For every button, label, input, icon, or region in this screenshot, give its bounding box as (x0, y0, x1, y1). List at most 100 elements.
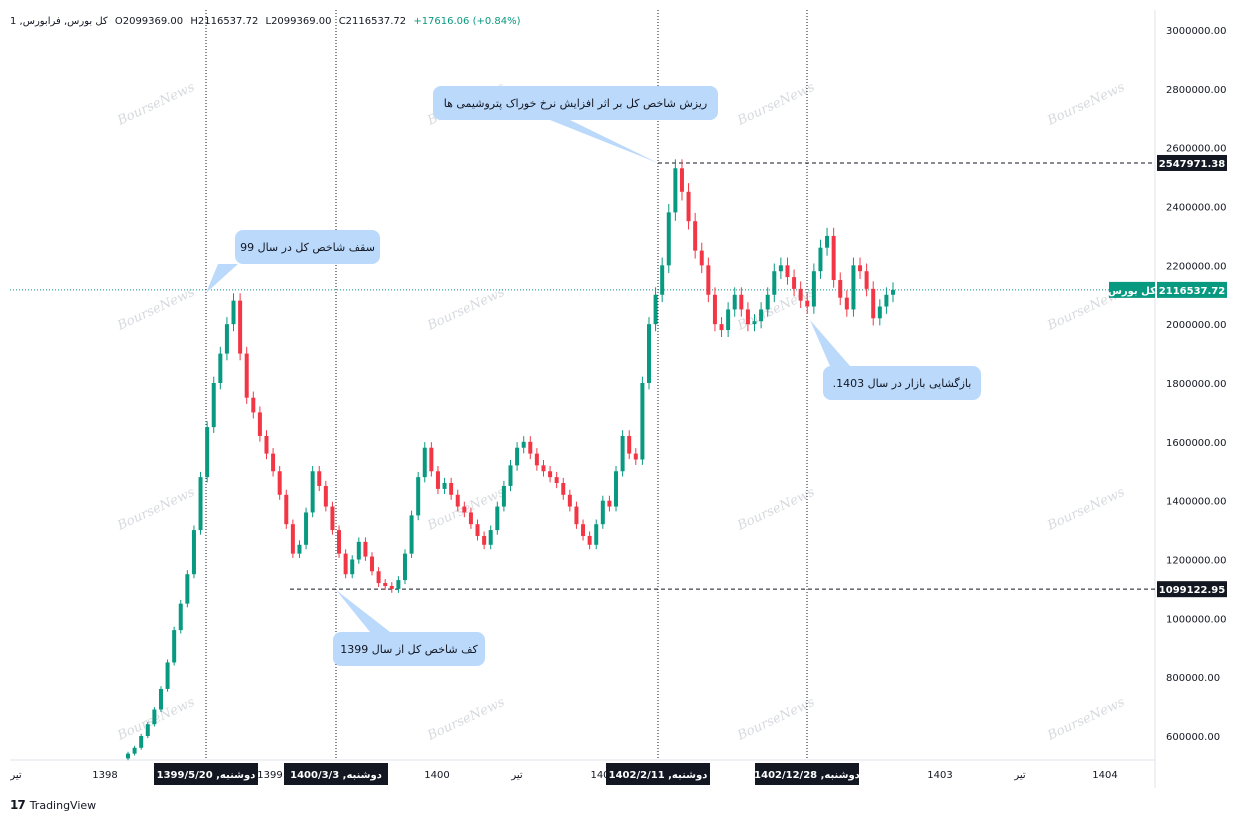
candle (772, 263, 777, 303)
candle (178, 599, 183, 634)
candle (251, 391, 256, 419)
candle (185, 570, 190, 608)
candle (798, 281, 803, 308)
price-tick-label: 600000.00 (1166, 732, 1220, 743)
svg-text:دوشنبه, 1402/12/28: دوشنبه, 1402/12/28 (754, 770, 860, 781)
high-value: H2116537.72 (190, 16, 259, 27)
candle (765, 287, 770, 317)
candle (620, 430, 625, 477)
svg-text:2547971.38: 2547971.38 (1159, 159, 1225, 170)
price-tick-label: 1400000.00 (1166, 497, 1226, 508)
candle (712, 287, 717, 332)
change-value: +17616.06 (+0.84%) (413, 16, 521, 27)
candle (871, 281, 876, 326)
candle (653, 287, 658, 332)
candle (402, 549, 407, 585)
candle (284, 489, 289, 529)
candle (244, 346, 249, 404)
svg-text:بازگشایی بازار در سال 1403.: بازگشایی بازار در سال 1403. (833, 377, 972, 390)
callout-bubble[interactable]: ریزش شاخص کل بر اثر افزایش نرخ خوراک پتر… (433, 86, 718, 163)
candle (818, 239, 823, 279)
candle (145, 721, 150, 739)
price-tick-label: 2000000.00 (1166, 320, 1226, 331)
candle (844, 290, 849, 317)
candle (561, 477, 566, 500)
time-tick-label: 1404 (1092, 770, 1117, 781)
time-tick-label: 1398 (92, 770, 117, 781)
candle (191, 525, 196, 579)
watermark-text: BourseNews (1044, 695, 1127, 744)
candle (435, 465, 440, 494)
candle (831, 227, 836, 288)
candle (389, 582, 394, 593)
candle (370, 552, 375, 576)
time-tick-label: 1403 (927, 770, 952, 781)
candle (541, 460, 546, 477)
watermarks: BourseNews BourseNews BourseNews BourseNews… (114, 80, 1127, 744)
candle (785, 257, 790, 285)
price-tick-label: 3000000.00 (1166, 26, 1226, 37)
date-crosshairs (205, 10, 808, 760)
svg-text:1099122.95: 1099122.95 (1159, 585, 1225, 596)
date-label: دوشنبه, 1399/5/20 (154, 763, 258, 785)
time-tick-label: تیر (9, 770, 22, 781)
candle (673, 159, 678, 221)
date-label: دوشنبه, 1400/3/3 (284, 763, 388, 785)
symbol-name[interactable]: 1 ,کل بورس, فرابورس (10, 16, 108, 27)
candle (231, 293, 236, 332)
candle (337, 525, 342, 558)
watermark-text: BourseNews (114, 485, 197, 534)
callout-bubble[interactable]: سقف شاخص کل در سال 99 (206, 230, 380, 293)
candle (594, 519, 599, 550)
candle (646, 317, 651, 390)
candle (574, 501, 579, 529)
candle (158, 686, 163, 712)
candle (442, 477, 447, 494)
time-ticks: تیر 1398 1399 1400 تیر 140 1403 تیر 1404 (9, 770, 1117, 781)
candle (660, 257, 665, 303)
price-tick-label: 1800000.00 (1166, 379, 1226, 390)
candle (449, 477, 454, 500)
candle (752, 314, 757, 332)
candle (805, 293, 810, 314)
open-value: O2099369.00 (114, 16, 184, 27)
candle (745, 302, 750, 332)
candle (693, 212, 698, 259)
candle (297, 540, 302, 558)
candle (495, 501, 500, 535)
callout-bubble[interactable]: کف شاخص کل از سال 1399 (333, 590, 485, 666)
svg-text:دوشنبه, 1400/3/3: دوشنبه, 1400/3/3 (290, 770, 382, 781)
watermark-text: BourseNews (1044, 80, 1127, 129)
candle (330, 501, 335, 535)
candle (581, 519, 586, 541)
candle (851, 257, 856, 317)
callout-bubble[interactable]: بازگشایی بازار در سال 1403. (810, 320, 981, 400)
svg-text:کف شاخص کل از سال 1399: کف شاخص کل از سال 1399 (340, 643, 478, 656)
time-tick-label: تیر (1013, 770, 1026, 781)
candle (488, 525, 493, 550)
candle (198, 471, 203, 535)
candle (475, 519, 480, 541)
low-value: L2099369.00 (265, 16, 332, 27)
candle (396, 576, 401, 593)
candle (290, 519, 295, 558)
candle (139, 733, 144, 750)
svg-text:سقف شاخص کل در سال 99: سقف شاخص کل در سال 99 (240, 241, 375, 254)
candle (759, 302, 764, 329)
candle (429, 442, 434, 477)
candle (534, 448, 539, 471)
candle (132, 745, 137, 756)
candle (838, 272, 843, 306)
tradingview-brand[interactable]: 17 TradingView (10, 798, 96, 812)
ohlc-header: 1 ,کل بورس, فرابورس O2099369.00 H2116537… (10, 16, 525, 27)
date-label: دوشنبه, 1402/12/28 (754, 763, 860, 785)
candle (719, 317, 724, 338)
price-tick-label: 2800000.00 (1166, 85, 1226, 96)
candle (554, 471, 559, 489)
candle (686, 183, 691, 230)
candle (567, 489, 572, 512)
tradingview-logo-icon: 17 (10, 798, 26, 812)
candle (165, 659, 170, 692)
candle (211, 376, 216, 433)
